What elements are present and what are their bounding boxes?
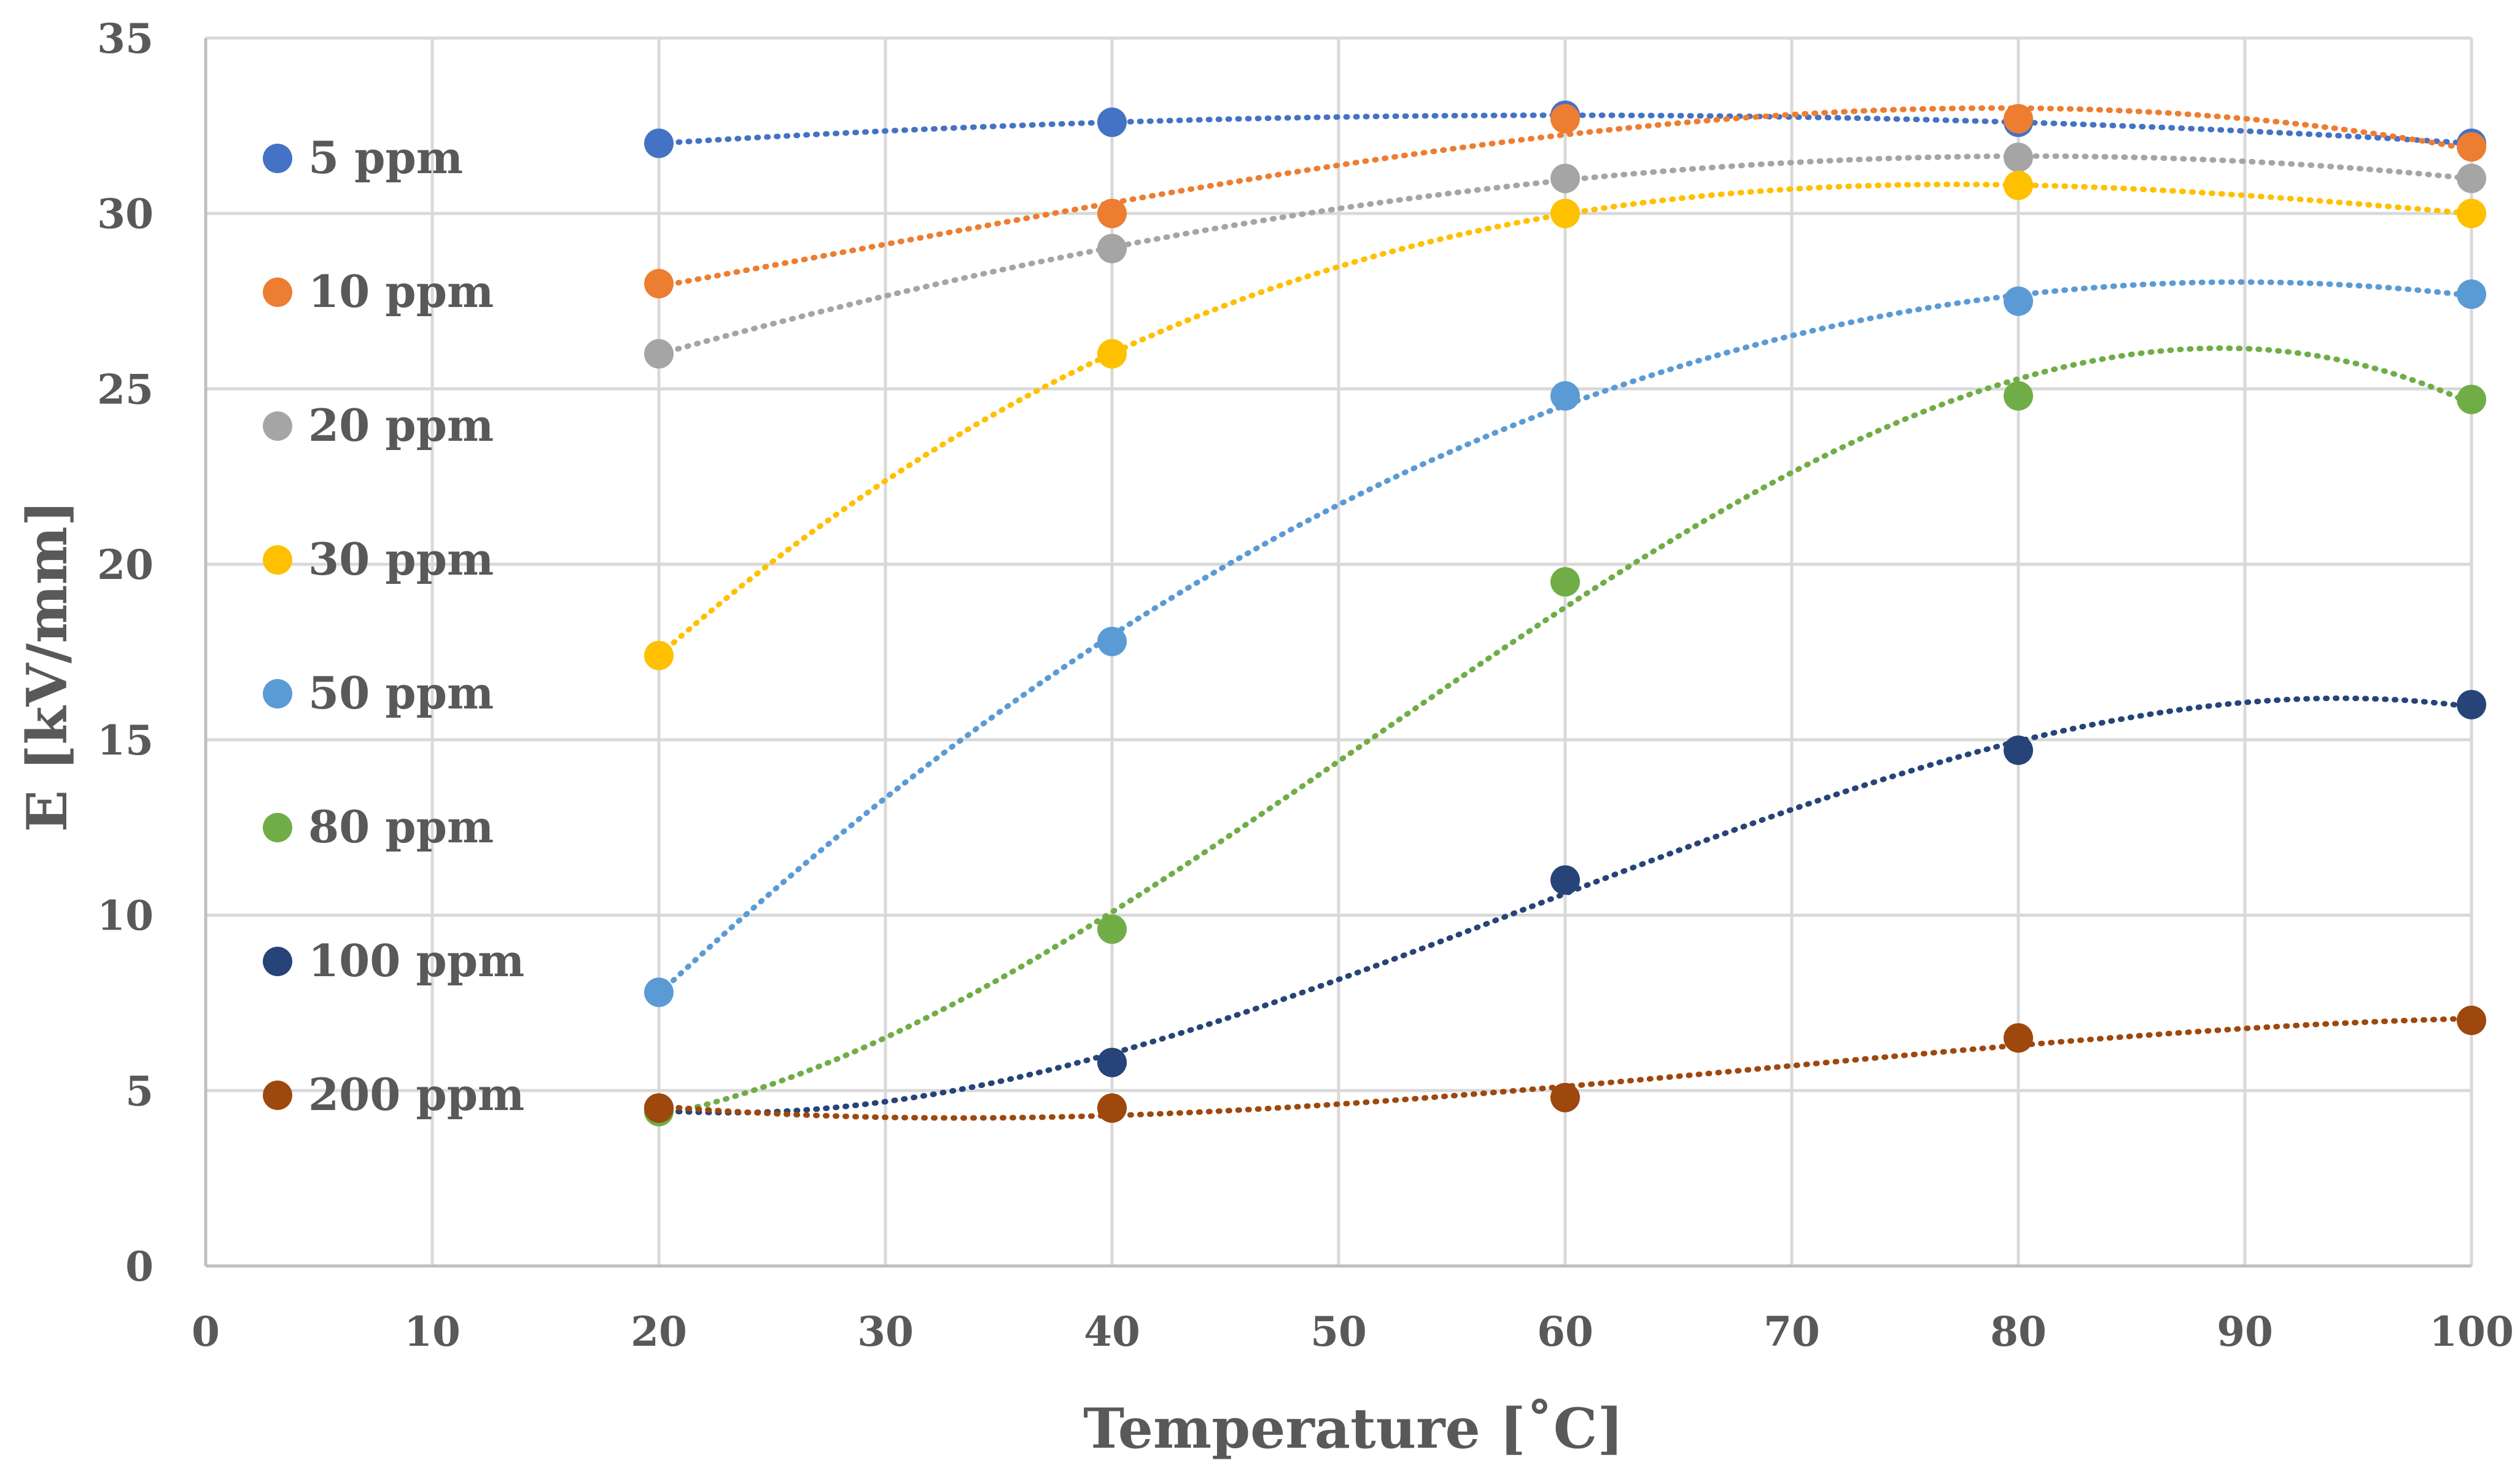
y-tick-label: 35	[97, 15, 154, 63]
legend-marker	[263, 411, 292, 441]
legend-label: 20 ppm	[308, 399, 494, 451]
data-points	[644, 100, 2486, 1127]
data-point-30-ppm	[1097, 339, 1127, 369]
legend-label: 5 ppm	[308, 131, 463, 184]
data-point-200-ppm	[644, 1093, 674, 1123]
y-tick-label: 10	[97, 892, 154, 940]
legend-entry: 10 ppm	[263, 265, 494, 317]
trendline-10-ppm	[656, 105, 2475, 289]
data-point-200-ppm	[2004, 1023, 2033, 1053]
data-point-10-ppm	[1550, 104, 1580, 134]
data-point-20-ppm	[1550, 163, 1580, 193]
axes	[204, 38, 2471, 1268]
data-point-10-ppm	[2457, 132, 2486, 162]
legend-entry: 100 ppm	[263, 934, 524, 987]
x-tick-label: 30	[857, 1308, 914, 1356]
x-tick-label: 20	[631, 1308, 687, 1356]
x-tick-label: 60	[1537, 1308, 1593, 1356]
legend-label: 10 ppm	[308, 265, 494, 317]
legend-entry: 80 ppm	[263, 801, 494, 853]
legend-label: 80 ppm	[308, 801, 494, 853]
x-tick-label: 80	[1990, 1308, 2047, 1356]
data-point-10-ppm	[2004, 104, 2033, 134]
data-point-100-ppm	[1097, 1047, 1127, 1077]
x-axis-title: Temperature [˚C]	[1083, 1396, 1624, 1461]
data-point-80-ppm	[1550, 567, 1580, 597]
x-tick-label: 0	[192, 1308, 220, 1356]
data-point-50-ppm	[2004, 286, 2033, 316]
legend-marker	[263, 679, 292, 708]
data-point-80-ppm	[2457, 384, 2486, 414]
data-point-30-ppm	[1550, 198, 1580, 228]
data-point-80-ppm	[2004, 381, 2033, 411]
legend-marker	[263, 278, 292, 307]
data-point-20-ppm	[1097, 233, 1127, 263]
data-point-100-ppm	[2004, 736, 2033, 765]
legend-label: 30 ppm	[308, 533, 494, 585]
x-tick-label: 70	[1764, 1308, 1820, 1356]
data-point-10-ppm	[1097, 198, 1127, 228]
y-tick-label: 30	[97, 190, 154, 238]
x-tick-label: 40	[1084, 1308, 1140, 1356]
data-point-50-ppm	[2457, 279, 2486, 309]
gridlines	[206, 36, 2473, 1266]
legend-marker	[263, 947, 292, 976]
data-point-50-ppm	[1550, 381, 1580, 411]
data-point-80-ppm	[1097, 914, 1127, 944]
data-point-5-ppm	[1097, 107, 1127, 138]
legend-marker	[263, 1081, 292, 1110]
trendline-80-ppm	[656, 345, 2475, 1119]
data-point-200-ppm	[1097, 1093, 1127, 1123]
y-axis-title: E [kV/mm]	[15, 500, 80, 833]
legend-entry: 200 ppm	[263, 1068, 524, 1120]
y-tick-label: 15	[97, 716, 154, 764]
trendline-100-ppm	[656, 695, 2475, 1116]
data-point-30-ppm	[2457, 198, 2486, 228]
legend-label: 50 ppm	[308, 667, 494, 719]
legend-marker	[263, 813, 292, 842]
y-tick-label: 0	[125, 1243, 154, 1291]
legend: 5 ppm 10 ppm 20 ppm 30 ppm 50 ppm 80 ppm 100 p…	[263, 131, 524, 1120]
x-tick-label: 100	[2429, 1308, 2514, 1356]
x-tick-label: 90	[2217, 1308, 2273, 1356]
data-point-20-ppm	[2457, 163, 2486, 193]
legend-label: 200 ppm	[308, 1068, 524, 1120]
legend-entry: 50 ppm	[263, 667, 494, 719]
data-point-5-ppm	[644, 128, 674, 158]
legend-entry: 5 ppm	[263, 131, 463, 184]
data-point-20-ppm	[2004, 142, 2033, 173]
data-point-200-ppm	[1550, 1082, 1580, 1112]
y-tick-label: 5	[125, 1067, 154, 1115]
legend-marker	[263, 144, 292, 173]
data-point-10-ppm	[644, 269, 674, 298]
data-point-200-ppm	[2457, 1006, 2486, 1035]
x-tick-label: 50	[1310, 1308, 1367, 1356]
data-point-100-ppm	[2457, 689, 2486, 720]
data-point-20-ppm	[644, 339, 674, 369]
data-point-30-ppm	[2004, 171, 2033, 200]
legend-marker	[263, 545, 292, 575]
data-point-30-ppm	[644, 640, 674, 670]
x-tick-label: 10	[404, 1308, 461, 1356]
legend-label: 100 ppm	[308, 934, 524, 987]
data-point-100-ppm	[1550, 865, 1580, 895]
y-tick-label: 20	[97, 541, 154, 589]
tick-labels: 0 10 20 30 40 50 60 70 80 90 100 0 5 10 15 20 25 30 35	[97, 15, 2514, 1356]
legend-entry: 20 ppm	[263, 399, 494, 451]
data-point-50-ppm	[644, 977, 674, 1007]
legend-entry: 30 ppm	[263, 533, 494, 585]
y-tick-label: 25	[97, 365, 154, 413]
data-point-50-ppm	[1097, 626, 1127, 656]
